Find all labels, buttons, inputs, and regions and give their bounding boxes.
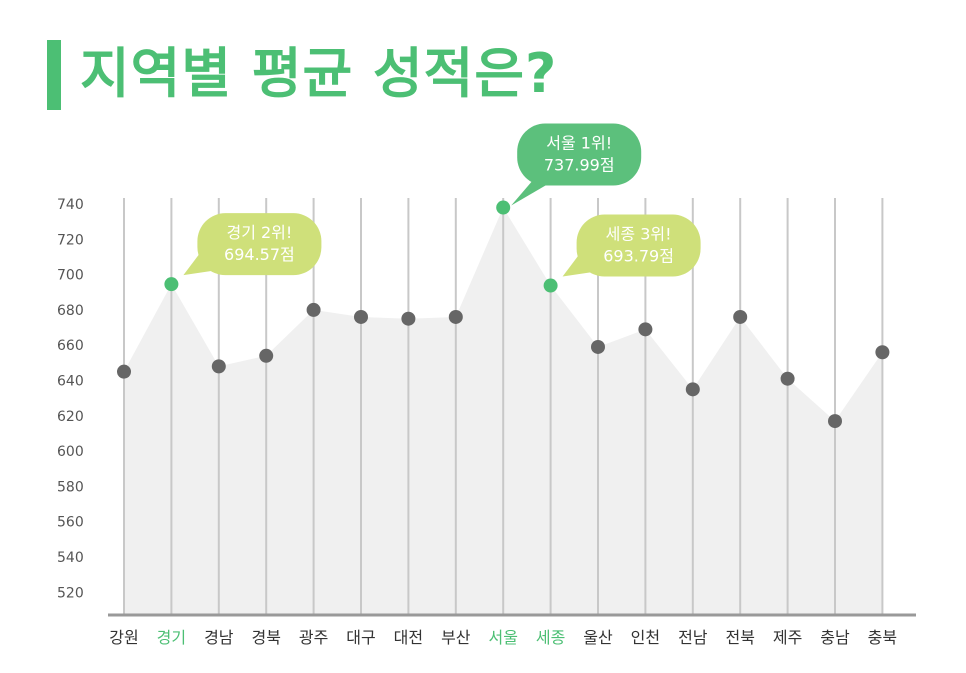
data-point [306, 302, 321, 317]
data-point [875, 345, 890, 360]
x-tick-label: 서울 [488, 628, 517, 647]
annotation-label: 세종 3위! [606, 225, 672, 244]
data-point [685, 382, 700, 397]
y-tick-label: 520 [57, 585, 84, 601]
annotation-label: 경기 2위! [226, 223, 292, 242]
x-tick-label: 대전 [394, 628, 423, 647]
y-tick-label: 700 [57, 268, 84, 284]
data-point [401, 311, 416, 326]
x-tick-label: 울산 [583, 628, 613, 647]
y-tick-label: 620 [57, 409, 84, 425]
annotation-value: 693.79점 [603, 247, 674, 266]
x-tick-label: 경북 [251, 628, 280, 647]
x-tick-label: 부산 [441, 628, 471, 647]
y-tick-label: 680 [57, 303, 84, 319]
y-tick-label: 560 [57, 515, 84, 531]
y-tick-label: 660 [57, 338, 84, 354]
x-tick-label: 전남 [678, 628, 708, 647]
data-point [780, 371, 795, 386]
x-tick-label: 제주 [773, 628, 802, 647]
data-point [638, 322, 653, 337]
data-point [448, 309, 463, 324]
x-tick-label: 인천 [631, 628, 660, 647]
title-accent-bar [47, 40, 61, 110]
annotation-label: 서울 1위! [546, 134, 612, 153]
chart-title: 지역별 평균 성적은? [80, 42, 558, 105]
data-point [733, 309, 748, 324]
data-point [828, 414, 842, 429]
x-tick-label: 세종 [536, 628, 565, 647]
x-tick-label: 경기 [157, 628, 186, 647]
x-tick-label: 대구 [346, 628, 375, 647]
x-tick-label: 충남 [820, 628, 850, 647]
annotation-value: 737.99점 [544, 156, 615, 175]
highlight-point [496, 200, 511, 215]
data-point [117, 364, 131, 379]
y-tick-label: 600 [57, 444, 84, 460]
highlight-point [164, 277, 179, 292]
x-tick-label: 충북 [868, 628, 897, 647]
data-point [259, 348, 274, 363]
y-tick-label: 580 [57, 479, 84, 495]
data-point [591, 339, 605, 354]
x-tick-label: 강원 [109, 628, 138, 647]
y-tick-label: 540 [57, 550, 84, 566]
annotation-bubble [197, 213, 322, 276]
highlight-point [543, 278, 558, 293]
x-tick-label: 전북 [725, 628, 754, 647]
annotation-bubble [576, 214, 701, 277]
annotation-value: 694.57점 [224, 245, 295, 264]
x-tick-label: 경남 [204, 628, 234, 647]
x-tick-label: 광주 [299, 628, 328, 647]
y-tick-label: 640 [57, 374, 84, 390]
data-point [354, 309, 368, 324]
y-tick-label: 740 [57, 197, 84, 213]
y-tick-label: 720 [57, 232, 84, 248]
data-point [211, 359, 226, 374]
annotation-bubble [517, 123, 642, 186]
